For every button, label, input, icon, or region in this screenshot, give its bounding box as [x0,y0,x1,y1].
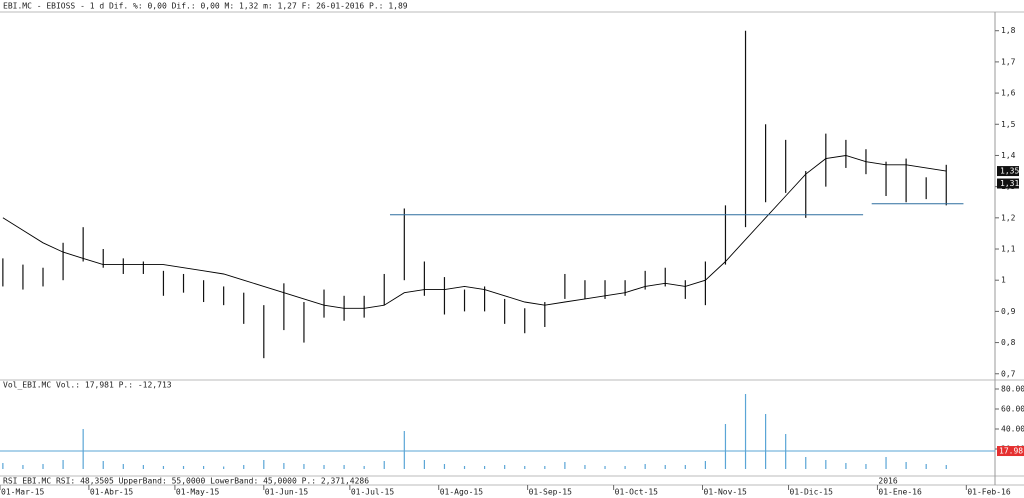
x-tick-label: 01-Jun-15 [265,488,309,497]
last-price-box [997,166,1019,177]
x-tick-label: 01-Feb-16 [967,488,1011,497]
y-tick-label: 1,7 [1001,57,1016,66]
x-tick-label: 01-Mar-15 [1,488,45,497]
x-tick-label: 01-Ago-15 [440,488,484,497]
x-tick-label: 01-Sep-15 [529,488,573,497]
y-tick-label: 0,9 [1001,307,1016,316]
y-tick-label: 1,5 [1001,120,1016,129]
volume-last-label: 17.981 [999,447,1024,456]
y-tick-label: 0,8 [1001,338,1016,347]
x-tick-label: 01-Nov-15 [704,488,748,497]
x-tick-label: 01-Dic-15 [790,488,834,497]
x-tick-label: 01-Ene-16 [878,488,922,497]
y-tick-label: 0,7 [1001,369,1016,378]
y-tick-label: 1,6 [1001,89,1016,98]
y-tick-label: 1,1 [1001,245,1016,254]
x-tick-label: 01-Abr-15 [90,488,134,497]
x-tick-label: 01-May-15 [176,488,220,497]
x-tick-label: 01-Jul-15 [351,488,395,497]
volume-title: Vol_EBI.MC Vol.: 17,981 P.: -12,713 [3,381,172,390]
moving-average [2,155,947,309]
year-label: 2016 [878,477,897,486]
chart-header: EBI.MC - EBIOSS - 1 d Dif. %: 0,00 Dif.:… [3,2,408,11]
y-tick-label: 1 [1001,276,1006,285]
last-price-box [997,178,1019,189]
rsi-title: RSI_EBI.MC RSI: 48,3505 UpperBand: 55,00… [3,477,369,486]
y-tick-label: 1,4 [1001,151,1016,160]
last-price-label: 1,31 [1000,179,1019,188]
y-tick-label: 1,8 [1001,26,1016,35]
volume-y-tick-label: 40.000 [1001,425,1024,434]
x-tick-label: 01-Oct-15 [615,488,659,497]
last-price-label: 1,35 [1000,167,1019,176]
volume-last-box [997,446,1024,457]
y-tick-label: 1,2 [1001,213,1016,222]
volume-y-tick-label: 60.000 [1001,405,1024,414]
volume-y-tick-label: 80.000 [1001,385,1024,394]
